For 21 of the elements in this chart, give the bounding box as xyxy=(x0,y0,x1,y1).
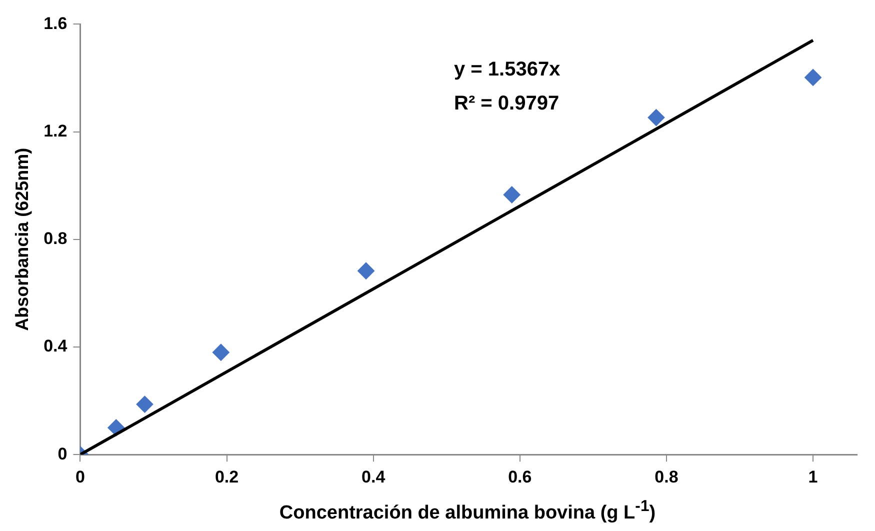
point xyxy=(358,262,375,280)
x-tick-label: 0.6 xyxy=(508,467,532,486)
annotation: y = 1.5367x xyxy=(454,58,560,81)
x-axis-title: Concentración de albumina bovina (g L$^{-1}$) xyxy=(278,498,657,524)
point xyxy=(804,68,822,86)
y-tick-label: 1.2 xyxy=(44,121,68,140)
y-tick-label: 0.4 xyxy=(44,336,68,356)
x-tick-label: 0.8 xyxy=(654,467,678,486)
y-tick-label: 1.6 xyxy=(44,14,68,33)
x-tick-label: 0.2 xyxy=(214,467,239,486)
point xyxy=(212,344,230,361)
annotation: R² = 0.9797 xyxy=(454,92,560,115)
x-tick-label: 1 xyxy=(808,467,818,486)
point xyxy=(136,396,154,413)
y-axis-title: Absorbancia (625nm) xyxy=(12,148,32,331)
point xyxy=(503,186,520,204)
x-tick-label: 0 xyxy=(76,467,85,486)
point xyxy=(648,109,665,126)
x-tick-label: 0.4 xyxy=(362,467,386,486)
y-tick-label: 0.8 xyxy=(44,229,68,248)
y-tick-label: 0 xyxy=(58,444,68,464)
